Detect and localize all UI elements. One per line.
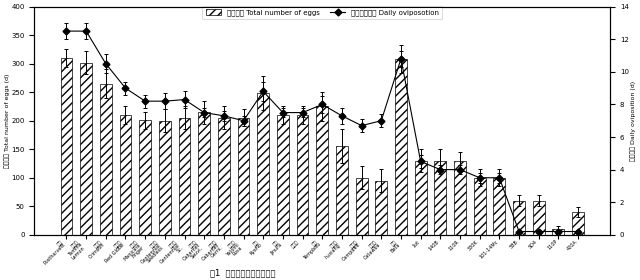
Legend: 总产卵量 Total number of eggs, 日平均产卵量 Daily oviposotion: 总产卵量 Total number of eggs, 日平均产卵量 Daily … [202, 6, 442, 19]
Bar [395, 59, 407, 235]
Bar [277, 115, 289, 235]
Bar [415, 161, 426, 235]
Bar [336, 146, 348, 235]
Bar [552, 229, 564, 235]
Bar [572, 212, 584, 235]
Bar [237, 118, 250, 235]
Bar [179, 118, 191, 235]
Y-axis label: 总产卵量 Total number of eggs (d): 总产卵量 Total number of eggs (d) [4, 74, 10, 168]
Bar [61, 58, 72, 235]
Text: 图1  葡萄根瘤蚤产卵量比较: 图1 葡萄根瘤蚤产卵量比较 [211, 268, 276, 277]
Bar [316, 106, 328, 235]
Bar [474, 178, 486, 235]
Y-axis label: 日产卵量 Daily oviposition (d): 日产卵量 Daily oviposition (d) [630, 81, 636, 161]
Bar [120, 115, 131, 235]
Bar [297, 115, 308, 235]
Bar [376, 181, 387, 235]
Bar [454, 161, 466, 235]
Bar [493, 178, 505, 235]
Bar [532, 200, 545, 235]
Bar [356, 178, 367, 235]
Bar [140, 120, 151, 235]
Bar [100, 84, 112, 235]
Bar [513, 200, 525, 235]
Bar [435, 161, 446, 235]
Bar [257, 93, 269, 235]
Bar [159, 121, 171, 235]
Bar [80, 62, 92, 235]
Bar [218, 118, 230, 235]
Bar [198, 112, 210, 235]
